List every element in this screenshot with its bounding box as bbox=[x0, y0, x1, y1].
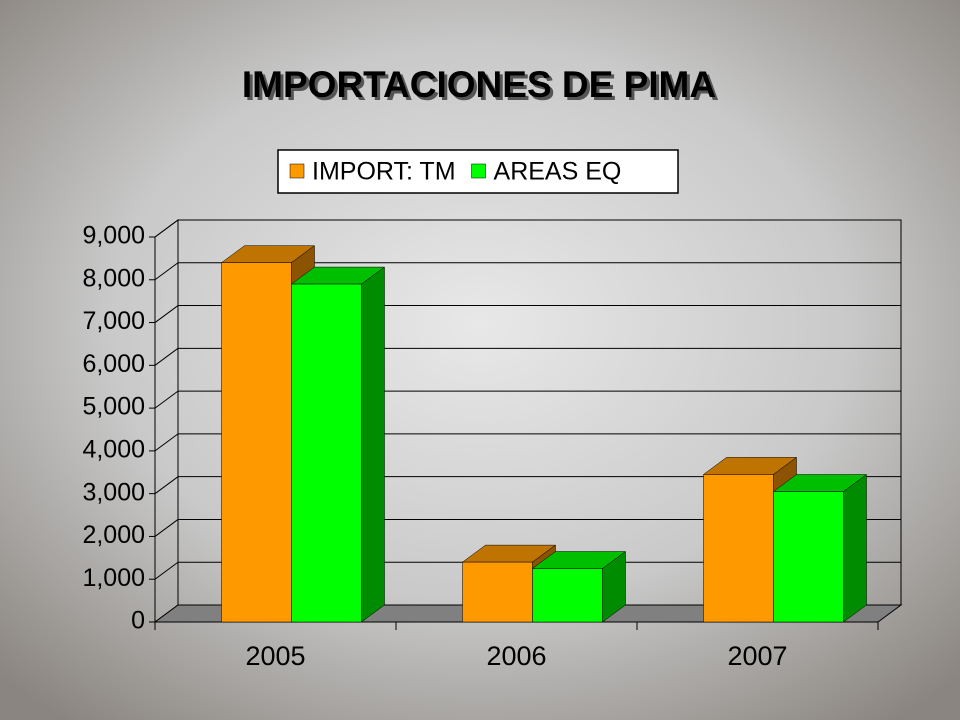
y-tick-label: 0 bbox=[131, 607, 145, 635]
side-grid-line bbox=[154, 219, 179, 238]
x-tick-label: 2007 bbox=[727, 641, 787, 671]
y-tick-label: 6,000 bbox=[82, 350, 145, 378]
side-grid-line bbox=[154, 519, 179, 537]
y-tick-label: 7,000 bbox=[82, 307, 145, 335]
side-grid-line bbox=[154, 561, 179, 580]
y-tick-label: 2,000 bbox=[82, 521, 145, 549]
y-tick-label: 8,000 bbox=[82, 264, 145, 292]
legend bbox=[277, 149, 679, 194]
y-tick-label: 3,000 bbox=[82, 478, 145, 506]
y-tick-label: 1,000 bbox=[82, 564, 145, 592]
x-tick-label: 2006 bbox=[486, 641, 546, 671]
bar bbox=[462, 561, 533, 623]
side-grid-line bbox=[154, 390, 179, 409]
title-shadow: IMPORTACIONES DE PIMA bbox=[245, 67, 719, 108]
bar bbox=[773, 491, 844, 623]
bar bbox=[291, 283, 362, 623]
bar-side bbox=[843, 474, 867, 623]
side-grid-line bbox=[154, 305, 179, 323]
legend-label: IMPORT: TM bbox=[312, 158, 456, 186]
side-grid-line bbox=[154, 476, 179, 495]
y-tick-label: 9,000 bbox=[82, 222, 145, 250]
legend-swatch bbox=[289, 163, 305, 179]
y-tick-label: 4,000 bbox=[82, 435, 145, 463]
x-tick-label: 2005 bbox=[245, 641, 305, 671]
legend-swatch bbox=[471, 163, 486, 179]
bar bbox=[532, 568, 603, 623]
bar bbox=[221, 262, 292, 623]
bar bbox=[703, 474, 774, 623]
side-grid-line bbox=[154, 433, 179, 452]
legend-label: AREAS EQ bbox=[494, 158, 622, 186]
side-grid-line bbox=[154, 262, 179, 281]
bar-side bbox=[361, 266, 385, 623]
side-grid-line bbox=[154, 347, 179, 366]
y-tick-label: 5,000 bbox=[82, 393, 145, 421]
chart-title: IMPORTACIONES DE PIMA bbox=[242, 64, 716, 105]
